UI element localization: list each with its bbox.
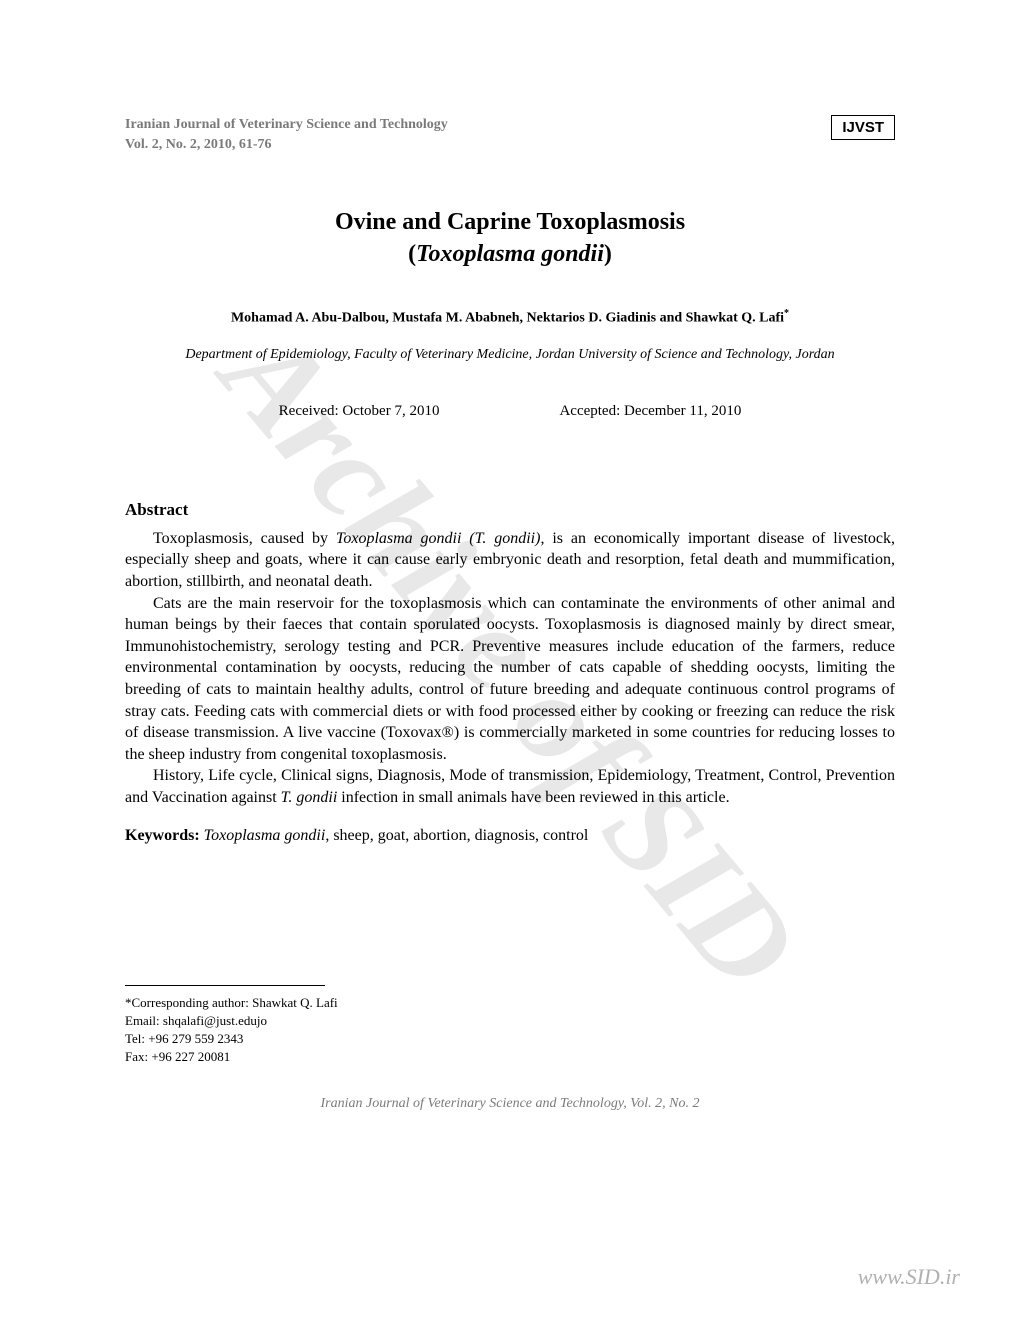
- keywords-line: Keywords: Toxoplasma gondii, sheep, goat…: [125, 827, 895, 845]
- footnote-block: *Corresponding author: Shawkat Q. Lafi E…: [125, 994, 895, 1067]
- abstract-heading: Abstract: [125, 500, 895, 520]
- footnote-email: Email: shqalafi@just.edujo: [125, 1012, 895, 1030]
- para1-italic: Toxoplasma gondii (T. gondii): [336, 530, 541, 547]
- header-row: Iranian Journal of Veterinary Science an…: [125, 115, 895, 154]
- page-content: Iranian Journal of Veterinary Science an…: [125, 115, 895, 1112]
- paren-open: (: [408, 241, 416, 267]
- keywords-italic: Toxoplasma gondii: [204, 827, 326, 844]
- received-date: Received: October 7, 2010: [279, 403, 440, 420]
- keywords-rest: , sheep, goat, abortion, diagnosis, cont…: [325, 827, 588, 844]
- species-name: Toxoplasma gondii: [416, 241, 604, 267]
- journal-info: Iranian Journal of Veterinary Science an…: [125, 115, 448, 154]
- article-title-line2: (Toxoplasma gondii): [125, 241, 895, 268]
- author-superscript: *: [784, 308, 789, 319]
- journal-name: Iranian Journal of Veterinary Science an…: [125, 115, 448, 135]
- affiliation: Department of Epidemiology, Faculty of V…: [125, 347, 895, 363]
- volume-info: Vol. 2, No. 2, 2010, 61-76: [125, 135, 448, 155]
- article-title-line1: Ovine and Caprine Toxoplasmosis: [125, 209, 895, 236]
- keywords-label: Keywords:: [125, 827, 204, 844]
- corresponding-author: *Corresponding author: Shawkat Q. Lafi: [125, 994, 895, 1012]
- authors-names: Mohamad A. Abu-Dalbou, Mustafa M. Ababne…: [231, 311, 784, 326]
- site-url: www.SID.ir: [858, 1264, 960, 1290]
- footnote-tel: Tel: +96 279 559 2343: [125, 1030, 895, 1048]
- para3-b: infection in small animals have been rev…: [337, 789, 729, 806]
- para1-a: Toxoplasmosis, caused by: [153, 530, 336, 547]
- footnote-separator: [125, 985, 325, 986]
- paren-close: ): [604, 241, 612, 267]
- authors-line: Mohamad A. Abu-Dalbou, Mustafa M. Ababne…: [125, 308, 895, 327]
- abstract-para3: History, Life cycle, Clinical signs, Dia…: [125, 765, 895, 808]
- para3-italic: T. gondii: [281, 789, 338, 806]
- journal-badge: IJVST: [831, 115, 895, 140]
- dates-row: Received: October 7, 2010 Accepted: Dece…: [125, 403, 895, 420]
- accepted-date: Accepted: December 11, 2010: [559, 403, 741, 420]
- footnote-fax: Fax: +96 227 20081: [125, 1048, 895, 1066]
- abstract-body: Toxoplasmosis, caused by Toxoplasma gond…: [125, 528, 895, 809]
- footer-journal: Iranian Journal of Veterinary Science an…: [125, 1096, 895, 1112]
- abstract-para1: Toxoplasmosis, caused by Toxoplasma gond…: [125, 528, 895, 593]
- abstract-para2: Cats are the main reservoir for the toxo…: [125, 593, 895, 766]
